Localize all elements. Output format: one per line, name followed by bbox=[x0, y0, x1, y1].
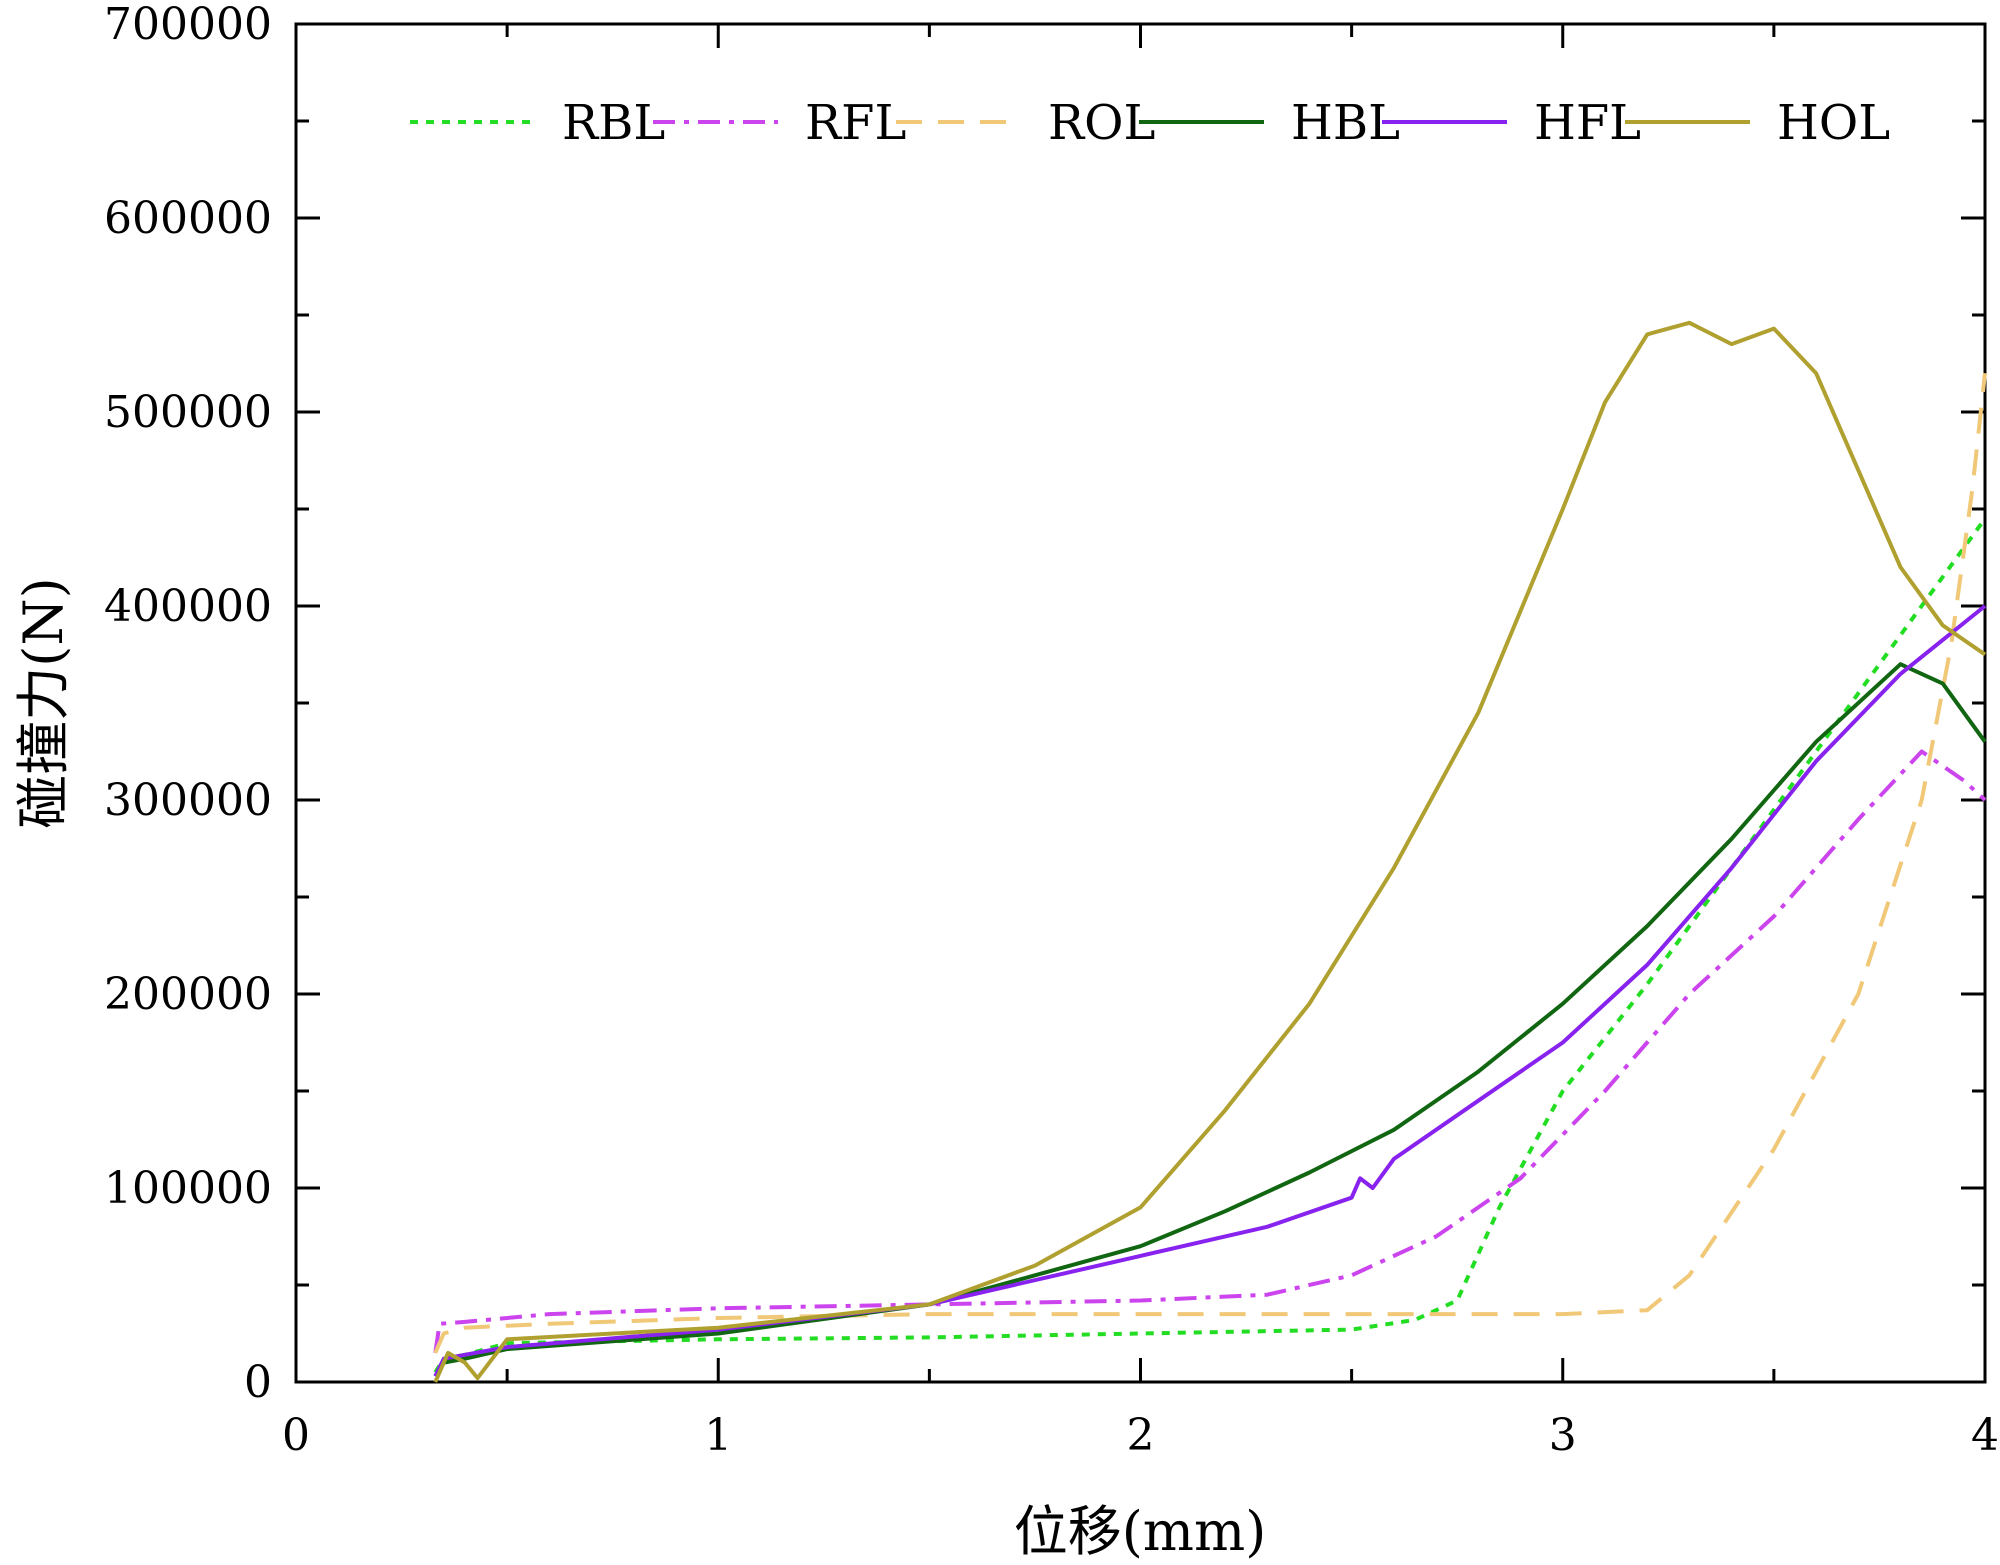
y-tick-label: 500000 bbox=[104, 387, 272, 438]
x-tick-label: 1 bbox=[704, 1410, 732, 1461]
y-tick-label: 100000 bbox=[104, 1163, 272, 1214]
legend-label-hfl: HFL bbox=[1534, 95, 1641, 151]
series-line-rol bbox=[433, 372, 1987, 1354]
y-tick-label: 300000 bbox=[104, 775, 272, 826]
legend: RBL RFL ROL HBL HFL HOL bbox=[410, 95, 1890, 151]
legend-label-hol: HOL bbox=[1777, 95, 1890, 151]
y-axis-title: 碰撞力(N) bbox=[12, 577, 75, 828]
legend-label-rbl: RBL bbox=[562, 95, 665, 151]
y-tick-label: 0 bbox=[244, 1357, 272, 1408]
y-tick-label: 200000 bbox=[104, 969, 272, 1020]
x-axis-title: 位移(mm) bbox=[1014, 1500, 1267, 1563]
series-line-rbl bbox=[433, 517, 1987, 1374]
x-tick-label: 0 bbox=[282, 1410, 310, 1461]
legend-label-hbl: HBL bbox=[1291, 95, 1400, 151]
series-line-rfl bbox=[433, 749, 1987, 1354]
legend-label-rol: ROL bbox=[1048, 95, 1155, 151]
plot-frame bbox=[294, 22, 1987, 1384]
series-line-hbl bbox=[433, 662, 1987, 1378]
legend-label-rfl: RFL bbox=[805, 95, 906, 151]
series-line-hol bbox=[433, 320, 1987, 1383]
y-tick-label: 400000 bbox=[104, 581, 272, 632]
y-tick-label: 600000 bbox=[104, 193, 272, 244]
axis-ticks bbox=[294, 22, 1987, 1384]
x-tick-label: 2 bbox=[1127, 1410, 1155, 1461]
y-tick-label: 700000 bbox=[104, 0, 272, 50]
series-lines bbox=[433, 320, 1987, 1383]
axis-tick-labels: 0 1 2 3 4 0 100000 200000 300000 400000 500000 6000… bbox=[104, 0, 1999, 1461]
series-line-hfl bbox=[433, 604, 1987, 1378]
x-tick-label: 3 bbox=[1549, 1410, 1577, 1461]
x-tick-label: 4 bbox=[1971, 1410, 1999, 1461]
